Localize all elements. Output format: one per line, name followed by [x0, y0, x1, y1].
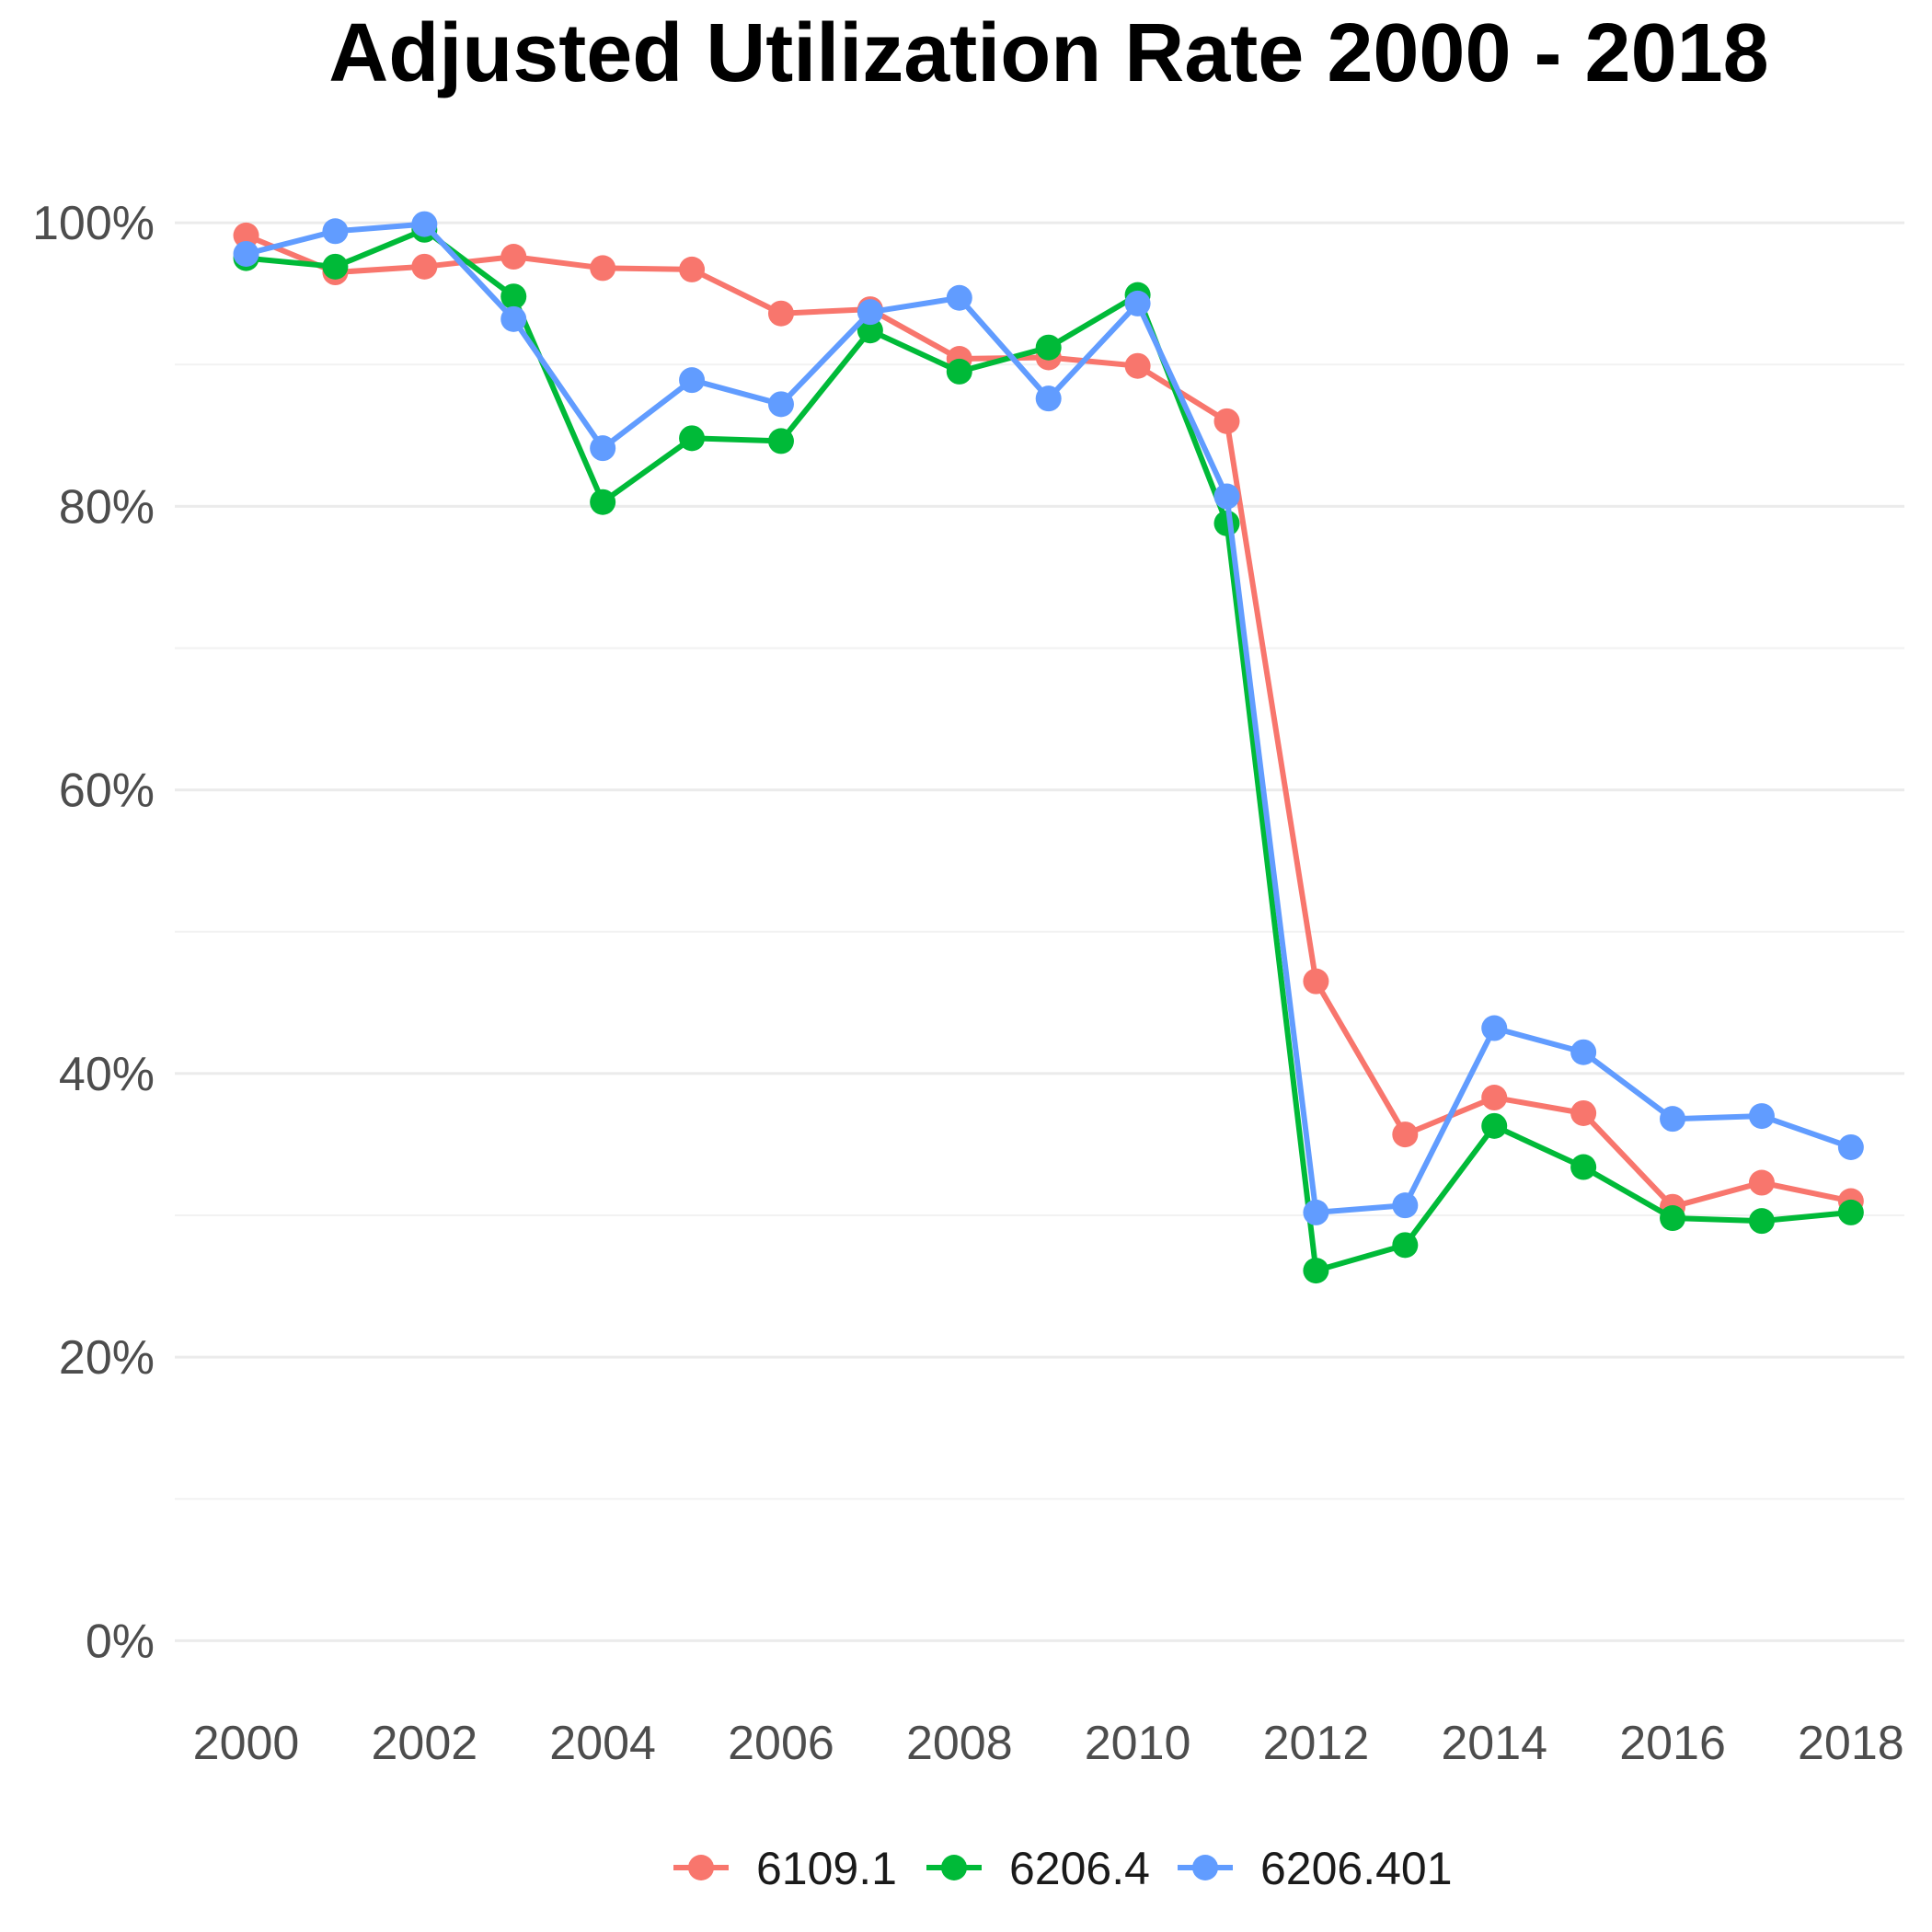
- data-point: [857, 317, 883, 344]
- x-tick-label: 2014: [1441, 1717, 1547, 1770]
- data-point: [1035, 334, 1062, 361]
- data-point: [322, 253, 349, 280]
- legend-key-point: [941, 1855, 967, 1880]
- data-point: [1303, 1199, 1329, 1225]
- data-point: [1481, 1112, 1508, 1139]
- series-line: [245, 221, 1852, 1215]
- data-point: [857, 299, 883, 326]
- data-point: [322, 218, 349, 245]
- data-point: [767, 300, 794, 327]
- x-tick-label: 2002: [371, 1717, 477, 1770]
- data-point: [767, 428, 794, 454]
- data-point: [500, 305, 527, 332]
- legend-label: 6206.401: [1260, 1843, 1453, 1894]
- data-point: [1837, 1199, 1864, 1225]
- legend-label: 6109.1: [756, 1843, 897, 1894]
- y-tick-label: 80%: [59, 480, 155, 534]
- y-tick-label: 40%: [59, 1048, 155, 1101]
- data-point: [1124, 352, 1151, 379]
- data-point: [590, 255, 616, 282]
- data-point: [1124, 290, 1151, 316]
- data-point: [233, 240, 259, 267]
- legend-item: 6206.401: [1178, 1843, 1453, 1894]
- data-point: [500, 244, 527, 270]
- data-point: [1303, 968, 1329, 995]
- data-point: [1035, 385, 1062, 412]
- data-point: [679, 425, 706, 452]
- x-tick-label: 2008: [906, 1717, 1013, 1770]
- data-point: [590, 489, 616, 515]
- data-point: [1748, 1208, 1775, 1235]
- data-point: [1570, 1039, 1597, 1065]
- x-tick-label: 2006: [728, 1717, 834, 1770]
- x-tick-label: 2012: [1263, 1717, 1370, 1770]
- series-6206.401: [233, 211, 1864, 1225]
- data-point: [1660, 1106, 1686, 1133]
- series-group: [233, 211, 1864, 1284]
- data-point: [1392, 1232, 1419, 1259]
- chart-title: Adjusted Utilization Rate 2000 - 2018: [328, 7, 1768, 99]
- x-tick-label: 2016: [1619, 1717, 1726, 1770]
- data-point: [590, 435, 616, 462]
- data-point: [1660, 1205, 1686, 1232]
- x-axis-tick-labels: 2000 2002 2004 2006 2008 2010 2012 2014 2016 2018: [193, 1717, 1904, 1770]
- series-line: [245, 233, 1852, 1210]
- legend: 6109.1 6206.4 6206.401: [673, 1843, 1453, 1894]
- data-point: [946, 358, 972, 385]
- y-axis-tick-labels: 0% 20% 40% 60% 80% 100%: [32, 197, 155, 1668]
- x-tick-label: 2000: [193, 1717, 300, 1770]
- data-point: [1213, 483, 1240, 510]
- data-point: [1481, 1015, 1508, 1041]
- data-point: [1213, 408, 1240, 434]
- data-point: [411, 253, 438, 280]
- data-point: [1837, 1133, 1864, 1160]
- legend-item: 6109.1: [673, 1843, 897, 1894]
- data-point: [233, 222, 259, 248]
- y-tick-label: 100%: [32, 197, 155, 250]
- y-tick-label: 0%: [86, 1615, 155, 1668]
- data-point: [411, 211, 438, 237]
- grid: [175, 221, 1904, 1642]
- legend-key-point: [688, 1855, 714, 1880]
- legend-label: 6206.4: [1009, 1843, 1150, 1894]
- data-point: [1392, 1121, 1419, 1148]
- y-tick-label: 20%: [59, 1331, 155, 1385]
- data-point: [1303, 1258, 1329, 1284]
- data-point: [1570, 1099, 1597, 1126]
- y-tick-label: 60%: [59, 765, 155, 818]
- x-tick-label: 2018: [1798, 1717, 1904, 1770]
- data-point: [1481, 1085, 1508, 1111]
- data-point: [1570, 1154, 1597, 1180]
- legend-item: 6206.4: [926, 1843, 1150, 1894]
- data-point: [679, 256, 706, 282]
- data-point: [946, 284, 972, 311]
- data-point: [1392, 1192, 1419, 1219]
- series-6109.1: [233, 222, 1864, 1220]
- data-point: [1748, 1103, 1775, 1130]
- x-tick-label: 2004: [549, 1717, 656, 1770]
- data-point: [500, 283, 527, 310]
- data-point: [767, 391, 794, 418]
- x-tick-label: 2010: [1085, 1717, 1191, 1770]
- data-point: [1748, 1169, 1775, 1196]
- legend-key-point: [1192, 1855, 1218, 1880]
- series-6206.4: [233, 216, 1864, 1284]
- data-point: [679, 367, 706, 394]
